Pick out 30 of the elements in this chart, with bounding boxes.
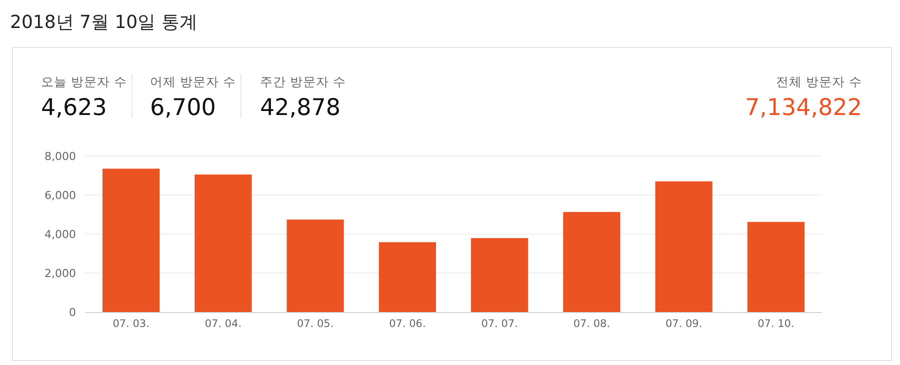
bar <box>563 212 620 312</box>
x-tick-label: 07. 05. <box>296 318 334 330</box>
x-tick-label: 07. 08. <box>573 318 610 330</box>
y-tick-label: 0 <box>69 306 76 319</box>
x-tick-label: 07. 10. <box>758 318 794 330</box>
text: 어제 방문자 수 <box>150 74 236 89</box>
x-tick-label: 07. 04. <box>204 318 242 330</box>
text: 오늘 방문자 수 <box>41 74 127 89</box>
bar <box>286 220 344 312</box>
chart-title: 2018년 7월 10일 통계 <box>10 12 198 33</box>
x-tick-label: 07. 07. <box>481 318 518 330</box>
y-tick-label: 8,000 <box>44 150 76 163</box>
bar <box>655 181 712 312</box>
bar <box>102 168 160 312</box>
bar <box>471 238 528 312</box>
text: 7,134,822 <box>744 95 862 121</box>
text: 4,623 <box>41 95 107 121</box>
x-tick-label: 07. 09. <box>665 318 702 330</box>
text: 주간 방문자 수 <box>260 74 346 89</box>
y-tick-label: 2,000 <box>44 267 76 280</box>
y-tick-label: 4,000 <box>44 228 76 241</box>
x-tick-label: 07. 03. <box>112 318 150 330</box>
bar <box>194 174 252 312</box>
text: 6,700 <box>150 95 216 121</box>
bar <box>747 222 804 312</box>
text: 42,878 <box>260 95 340 121</box>
x-tick-label: 07. 06. <box>389 318 426 330</box>
y-tick-label: 6,000 <box>44 189 76 202</box>
text: 전체 방문자 수 <box>776 74 862 89</box>
bar <box>378 242 436 312</box>
